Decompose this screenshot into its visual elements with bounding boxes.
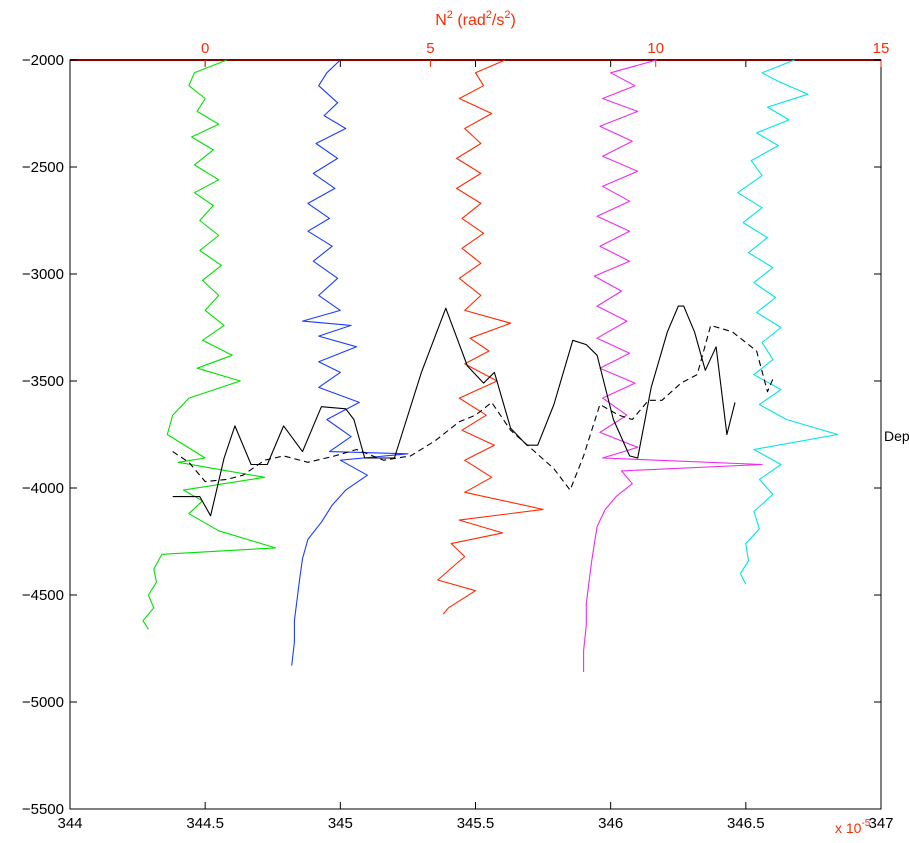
series-line-3 xyxy=(437,59,544,615)
y-tick-label: −3000 xyxy=(22,266,64,283)
top-tick-label: 0 xyxy=(201,40,209,57)
series-line-6 xyxy=(172,305,736,517)
x-tick-label: 345.5 xyxy=(457,815,495,832)
series-layer xyxy=(142,59,839,672)
y-tick-label: −5000 xyxy=(22,694,64,711)
right-axis-label: Depth(m) xyxy=(884,428,909,444)
series-line-5 xyxy=(737,59,839,585)
x-tick-label: 346.5 xyxy=(727,815,765,832)
series-line-7 xyxy=(172,324,774,491)
x-tick-label: 344 xyxy=(57,815,82,832)
series-line-2 xyxy=(291,59,409,666)
y-tick-label: −5500 xyxy=(22,801,64,818)
x-tick-label: 344.5 xyxy=(186,815,224,832)
plot-area xyxy=(69,59,882,810)
x-tick-label: 345 xyxy=(328,815,353,832)
top-tick-label: 15 xyxy=(873,40,890,57)
y-tick-label: −4000 xyxy=(22,480,64,497)
series-line-1 xyxy=(142,59,277,630)
top-tick-label: 10 xyxy=(647,40,664,57)
top-tick-label: 5 xyxy=(426,40,434,57)
y-tick-label: −2500 xyxy=(22,159,64,176)
series-line-4 xyxy=(583,59,763,672)
top-axis-title: N2 (rad2/s2) xyxy=(435,9,516,29)
y-tick-label: −4500 xyxy=(22,587,64,604)
axes-layer: 344 344.5 345 345.5 346 346.5 347 0 5 10 15 −5500 −5… xyxy=(22,40,894,832)
x-exponent-label: x 10-5 xyxy=(835,818,871,836)
y-tick-label: −3500 xyxy=(22,373,64,390)
x-tick-label: 346 xyxy=(598,815,623,832)
y-tick-label: −2000 xyxy=(22,52,64,69)
x-tick-label: 347 xyxy=(868,815,893,832)
